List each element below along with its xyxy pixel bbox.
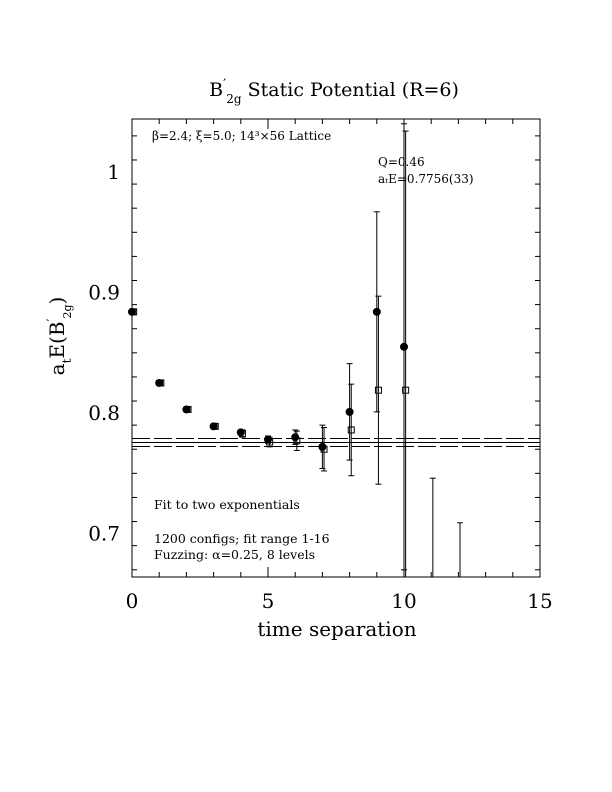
data-point-circle (372, 307, 381, 316)
x-tick-label: 15 (527, 589, 552, 613)
y-tick-label: 0.7 (88, 522, 120, 546)
data-point-circle (209, 422, 218, 431)
data-point-square (184, 405, 192, 413)
data-point-square (374, 386, 382, 394)
data-point-square (266, 438, 274, 446)
data-point-circle (236, 428, 245, 437)
data-point-square (347, 426, 355, 434)
data-point-square (402, 386, 410, 394)
lattice-annotation: β=2.4; ξ=5.0; 14³×56 Lattice (152, 129, 331, 143)
x-tick-label: 0 (126, 589, 139, 613)
chart-title: B′2g Static Potential (R=6) (209, 77, 459, 106)
data-point-square (293, 437, 301, 445)
y-tick-label: 1 (107, 160, 120, 184)
y-tick-label: 0.8 (88, 401, 120, 425)
data-point-circle (291, 433, 300, 442)
x-tick-labels: 0 5 10 15 (126, 589, 553, 613)
data-point-square (211, 422, 219, 430)
data-point-circle (155, 378, 164, 387)
data-point-circle (128, 307, 136, 316)
y-axis-label: atE(B′2g) (45, 297, 74, 376)
data-point-square (157, 379, 165, 387)
data-point-square (130, 308, 138, 316)
q-annotation: Q=0.46 (378, 155, 425, 169)
data-point-circle (345, 407, 354, 416)
data-point-circle (400, 342, 408, 351)
data-point-circle (318, 442, 327, 451)
y-tick-labels: 0.7 0.8 0.9 1 (88, 160, 120, 546)
configs-annotation: 1200 configs; fit range 1-16 (154, 531, 330, 546)
data-markers (128, 307, 410, 453)
fuzzing-annotation: Fuzzing: α=0.25, 8 levels (154, 547, 315, 562)
plot-frame (131, 118, 541, 578)
data-point-square (320, 445, 328, 453)
fit-type-annotation: Fit to two exponentials (154, 497, 300, 512)
data-point-circle (182, 405, 191, 414)
x-tick-label: 10 (391, 589, 416, 613)
fit-band (132, 438, 540, 447)
fit-value-annotation: aₜE=0.7756(33) (378, 172, 474, 186)
x-tick-label: 5 (262, 589, 275, 613)
data-point-square (238, 430, 246, 438)
x-axis-label: time separation (257, 617, 416, 641)
y-tick-label: 0.9 (88, 281, 120, 305)
data-point-circle (264, 435, 272, 444)
